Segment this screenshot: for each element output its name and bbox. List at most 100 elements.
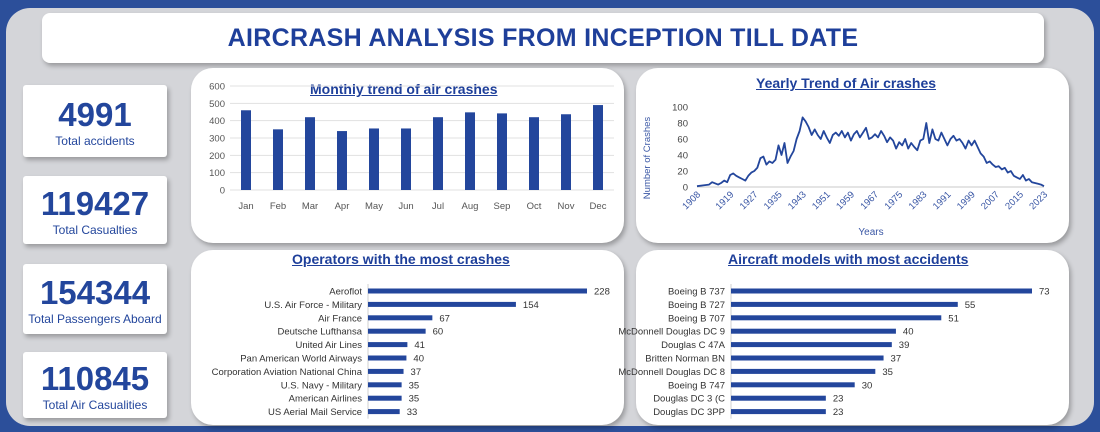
operator-bar (368, 301, 516, 307)
monthly-x-tick-label: Feb (270, 201, 286, 212)
monthly-bar-apr (337, 131, 347, 190)
aircraft-model-bar (731, 288, 1032, 294)
yearly-y-tick-label: 80 (677, 119, 688, 130)
kpi-label: Total Casualties (52, 222, 138, 237)
yearly-x-tick-label: 1943 (786, 189, 809, 212)
operators-chart-panel (191, 250, 624, 425)
aircraft-model-label: Boeing B 747 (668, 380, 725, 391)
monthly-y-tick-label: 500 (209, 99, 225, 110)
monthly-bar-dec (593, 105, 603, 190)
yearly-x-tick-label: 1927 (738, 189, 761, 212)
aircraft-model-value-label: 35 (882, 367, 893, 378)
kpi-value: 4991 (58, 95, 132, 133)
operator-label: Pan American World Airways (240, 354, 362, 365)
monthly-bar-oct (529, 117, 539, 190)
aircraft-model-value-label: 51 (948, 313, 959, 324)
yearly-chart-panel (636, 68, 1069, 243)
page-title: AIRCRASH ANALYSIS FROM INCEPTION TILL DA… (227, 23, 859, 52)
aircraft-model-value-label: 37 (891, 354, 902, 365)
operator-bar (368, 368, 404, 374)
aircraft-model-bar (731, 328, 896, 334)
monthly-y-tick-label: 300 (209, 134, 225, 145)
operator-value-label: 35 (409, 380, 420, 391)
yearly-x-tick-label: 1935 (762, 189, 785, 212)
monthly-x-tick-label: May (365, 201, 383, 212)
monthly-y-tick-label: 100 (209, 168, 225, 179)
aircraft-model-label: McDonnell Douglas DC 8 (618, 367, 725, 378)
aircraft-model-value-label: 73 (1039, 287, 1050, 298)
aircraft-model-value-label: 39 (899, 340, 910, 351)
aircraft-model-bar (731, 342, 892, 348)
operator-value-label: 67 (439, 313, 450, 324)
yearly-x-tick-label: 1967 (858, 189, 881, 212)
kpi-value: 110845 (40, 359, 150, 397)
monthly-x-tick-label: Aug (462, 201, 479, 212)
kpi-value: 154344 (39, 273, 151, 311)
monthly-bar-mar (305, 117, 315, 190)
monthly-bar-jan (241, 110, 251, 190)
kpi-card-total-passengers-aboard: 154344 Total Passengers Aboard (23, 264, 167, 334)
aircraft-model-value-label: 55 (965, 300, 976, 311)
yearly-x-axis-label: Years (858, 227, 883, 238)
kpi-card-total-accidents: 4991 Total accidents (23, 85, 167, 157)
monthly-x-tick-label: Jun (398, 201, 413, 212)
aircraft-model-bar (731, 355, 884, 361)
operator-bar (368, 328, 426, 334)
monthly-x-tick-label: Dec (590, 201, 607, 212)
monthly-bar-sep (497, 113, 507, 190)
yearly-crashes-line (696, 116, 1045, 188)
monthly-bar-may (369, 128, 379, 190)
operator-label: Corporation Aviation National China (212, 367, 363, 378)
yearly-x-tick-label: 1983 (907, 189, 930, 212)
yearly-y-tick-label: 40 (677, 151, 688, 162)
monthly-x-tick-label: Nov (558, 201, 575, 212)
operator-value-label: 154 (523, 300, 539, 311)
aircraft-model-label: Douglas DC 3 (C (653, 394, 725, 405)
operator-bar (368, 288, 587, 294)
yearly-y-axis-label: Number of Crashes (642, 117, 653, 200)
operator-label: U.S. Air Force - Military (264, 300, 362, 311)
monthly-x-tick-label: Jul (432, 201, 444, 212)
yearly-y-tick-label: 0 (683, 183, 688, 194)
yearly-chart-title: Yearly Trend of Air crashes (756, 75, 937, 91)
kpi-card-total-casualties: 119427 Total Casualties (23, 176, 167, 244)
yearly-y-tick-label: 20 (677, 167, 688, 178)
yearly-x-tick-label: 1959 (834, 189, 857, 212)
monthly-bar-aug (465, 112, 475, 190)
aircraft-model-bar (731, 315, 942, 321)
title-bar: AIRCRASH ANALYSIS FROM INCEPTION TILL DA… (42, 13, 1044, 63)
kpi-label: Total Passengers Aboard (28, 311, 162, 326)
operator-bar (368, 342, 408, 348)
aircraft-model-value-label: 23 (833, 394, 844, 405)
operator-label: United Air Lines (295, 340, 362, 351)
operators-chart-title: Operators with the most crashes (292, 251, 510, 267)
yearly-x-tick-label: 1999 (955, 189, 978, 212)
monthly-bar-feb (273, 129, 283, 190)
aircraft-model-label: Boeing B 727 (668, 300, 725, 311)
operator-value-label: 33 (407, 407, 418, 418)
aircraft-model-bar (731, 409, 826, 415)
monthly-chart-title: Monthly trend of air crashes (310, 81, 498, 97)
yearly-x-tick-label: 1919 (714, 189, 737, 212)
models-chart-panel (636, 250, 1069, 425)
aircraft-model-label: McDonnell Douglas DC 9 (618, 327, 725, 338)
operator-value-label: 40 (413, 354, 424, 365)
aircraft-model-label: Boeing B 707 (668, 313, 725, 324)
operator-bar (368, 315, 433, 321)
aircraft-model-label: Boeing B 737 (668, 287, 725, 298)
operator-value-label: 35 (409, 394, 420, 405)
monthly-y-tick-label: 600 (209, 82, 225, 93)
operator-bar (368, 355, 407, 361)
yearly-x-tick-label: 1991 (931, 189, 954, 212)
kpi-card-total-air-casualities: 110845 Total Air Casualities (23, 352, 167, 418)
aircraft-model-label: Douglas DC 3PP (653, 407, 725, 418)
kpi-value: 119427 (40, 184, 150, 222)
monthly-x-tick-label: Apr (335, 201, 350, 212)
monthly-bar-jul (433, 117, 443, 190)
yearly-x-tick-label: 2023 (1027, 189, 1050, 212)
yearly-y-tick-label: 60 (677, 135, 688, 146)
aircraft-model-label: Douglas C 47A (661, 340, 726, 351)
yearly-x-tick-label: 2015 (1003, 189, 1026, 212)
monthly-x-tick-label: Oct (527, 201, 542, 212)
